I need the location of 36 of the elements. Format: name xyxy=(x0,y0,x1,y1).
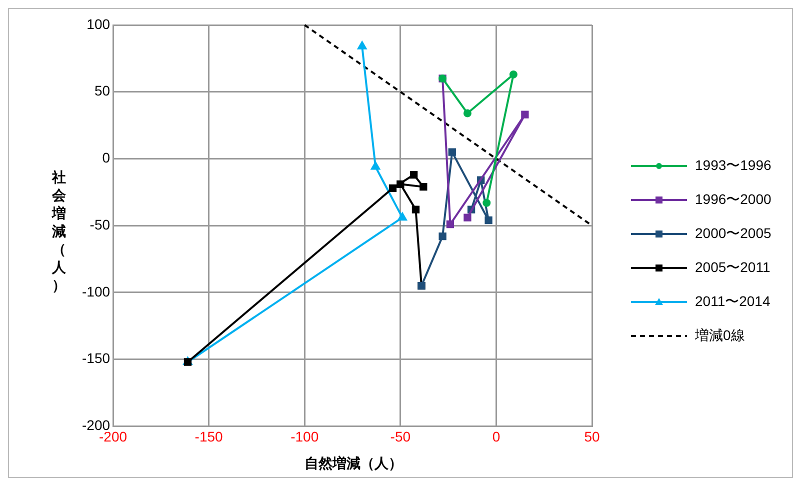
point xyxy=(420,182,428,191)
point xyxy=(396,180,404,188)
point xyxy=(446,220,454,228)
point xyxy=(521,110,529,118)
x-tick-label: -150 xyxy=(194,428,224,444)
point xyxy=(410,170,418,179)
x-tick-label: -100 xyxy=(290,428,319,444)
point xyxy=(388,184,397,192)
y-tick-label: 100 xyxy=(86,16,110,32)
x-axis-title: 自然増減（人） xyxy=(304,455,404,473)
point xyxy=(463,109,472,118)
point xyxy=(371,162,380,170)
y-tick-label: 50 xyxy=(94,82,110,99)
y-tick-label: -150 xyxy=(82,350,110,366)
point xyxy=(482,198,491,207)
point xyxy=(464,214,472,222)
legend-label: 増減0線 xyxy=(695,327,745,345)
point xyxy=(448,148,456,156)
legend-label: 2000〜2005 xyxy=(695,225,772,243)
y-tick-label: -100 xyxy=(82,283,110,300)
point xyxy=(358,41,367,50)
y-tick-label: -50 xyxy=(90,216,110,232)
legend-label: 2011〜2014 xyxy=(695,293,770,311)
x-tick-label: 0 xyxy=(492,428,500,444)
point xyxy=(412,206,420,214)
legend-label: 1996〜2000 xyxy=(695,191,772,209)
y-tick-label: 0 xyxy=(102,150,110,166)
point xyxy=(438,232,446,240)
y-axis-title: 社会増減（人） xyxy=(50,169,67,295)
legend-label: 2005〜2011 xyxy=(695,259,770,277)
legend-label: 1993〜1996 xyxy=(695,157,772,175)
point xyxy=(509,70,518,78)
x-tick-label: -50 xyxy=(390,428,411,444)
point xyxy=(484,216,492,224)
point xyxy=(398,212,407,221)
x-tick-label: 50 xyxy=(584,428,600,444)
